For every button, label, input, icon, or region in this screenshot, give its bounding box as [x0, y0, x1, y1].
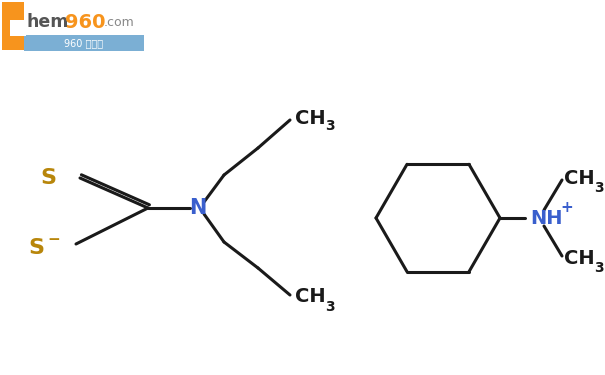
Text: 3: 3 [325, 119, 335, 133]
Text: S: S [28, 238, 44, 258]
FancyBboxPatch shape [2, 2, 24, 50]
Text: N: N [189, 198, 207, 218]
Text: 3: 3 [325, 300, 335, 314]
Text: CH: CH [564, 168, 595, 188]
Text: CH: CH [295, 108, 325, 128]
Text: 3: 3 [594, 181, 604, 195]
Text: 960: 960 [65, 12, 105, 32]
Text: .com: .com [104, 15, 135, 28]
Text: 3: 3 [594, 261, 604, 275]
Text: S: S [40, 168, 56, 188]
FancyBboxPatch shape [10, 20, 26, 36]
Text: hem: hem [26, 13, 68, 31]
Text: CH: CH [295, 288, 325, 306]
Text: NH: NH [530, 209, 563, 228]
Text: 960 化工网: 960 化工网 [65, 38, 103, 48]
Text: −: − [48, 232, 61, 248]
Text: CH: CH [564, 249, 595, 267]
FancyBboxPatch shape [24, 35, 144, 51]
Text: +: + [560, 201, 573, 216]
